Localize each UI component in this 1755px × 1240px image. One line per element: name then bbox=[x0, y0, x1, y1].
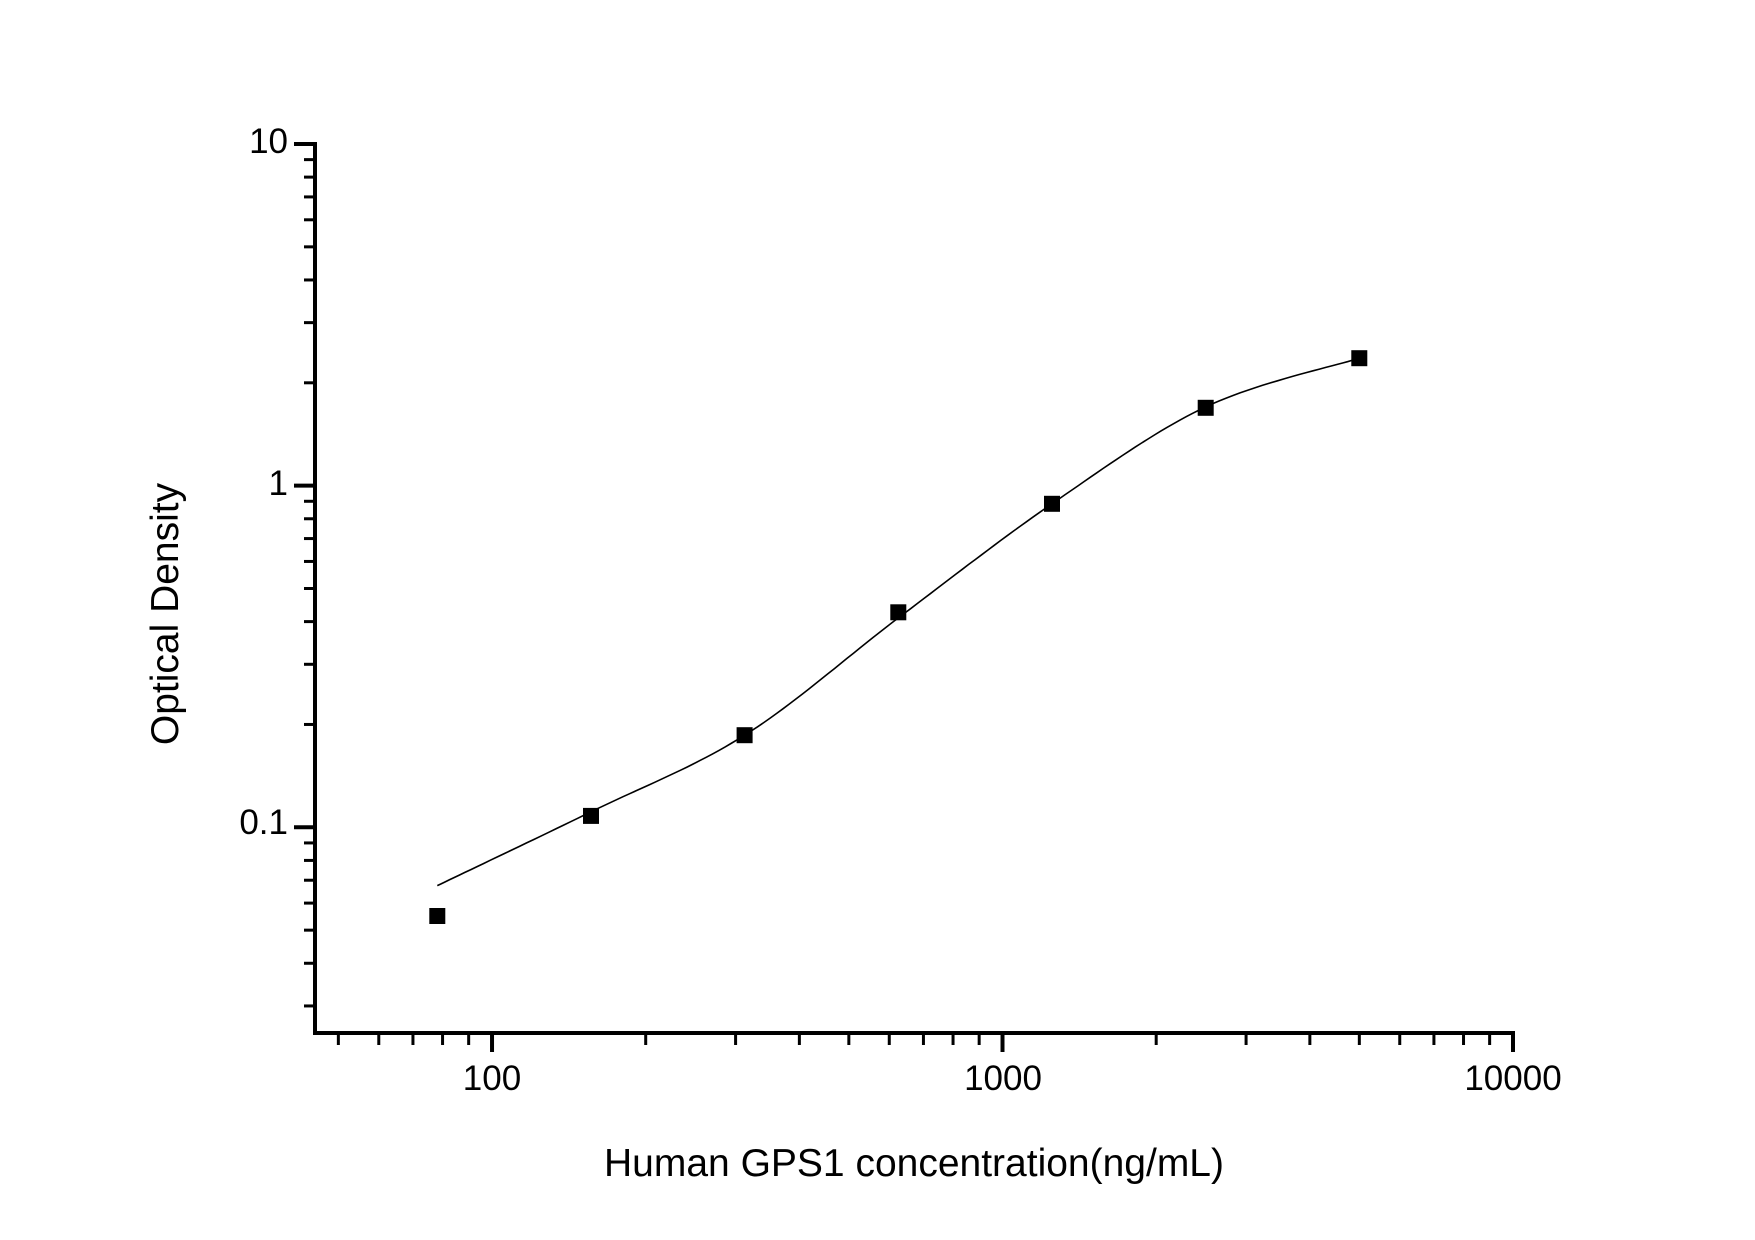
y-tick-label-1: 1 bbox=[268, 464, 288, 503]
data-point-square bbox=[736, 727, 753, 744]
y-tick-label-10: 10 bbox=[249, 122, 288, 161]
fitted-curve bbox=[436, 357, 1360, 887]
data-point-square bbox=[1351, 350, 1368, 367]
data-point-square bbox=[583, 807, 599, 824]
x-axis-title: Human GPS1 concentration(ng/mL) bbox=[604, 1142, 1224, 1185]
data-point-square bbox=[429, 908, 446, 924]
y-tick-label-0.1: 0.1 bbox=[239, 803, 288, 842]
data-point-square bbox=[890, 604, 907, 621]
axis-frame bbox=[313, 142, 1515, 1035]
x-tick-label-100: 100 bbox=[462, 1059, 522, 1098]
x-tick-label-1000: 1000 bbox=[964, 1059, 1042, 1098]
data-point-square bbox=[1044, 495, 1060, 512]
x-tick-label-10000: 10000 bbox=[1464, 1059, 1562, 1098]
y-axis-title: Optical Density bbox=[144, 482, 187, 746]
data-point-square bbox=[1197, 399, 1214, 416]
